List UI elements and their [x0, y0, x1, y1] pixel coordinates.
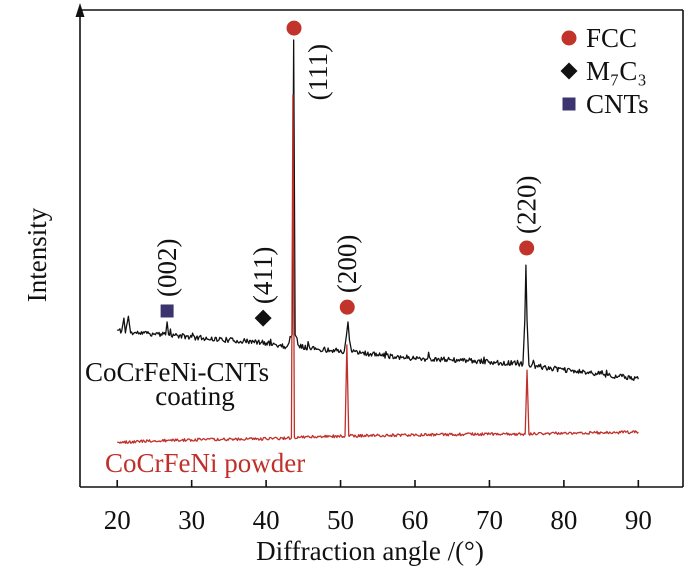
x-tick-label: 50 [327, 505, 354, 535]
x-axis-label: Diffraction angle /(°) [256, 536, 484, 566]
peak-marker-circle [339, 299, 355, 315]
x-tick-label: 70 [476, 505, 503, 535]
coating-series-label: CoCrFeNi-CNTs [85, 357, 269, 387]
x-tick-label: 80 [550, 505, 577, 535]
x-axis-ticks: 20 30 40 50 60 70 80 90 [104, 480, 652, 535]
y-axis-arrow-icon [75, 3, 85, 17]
x-tick-label: 60 [402, 505, 429, 535]
legend-label: FCC [586, 23, 637, 53]
y-axis-label: Intensity [22, 207, 52, 302]
x-tick-label: 90 [625, 505, 652, 535]
legend-marker-circle [561, 30, 577, 46]
peak-index-label: (200) [332, 235, 362, 293]
peak-annotations: (002) (411) (111) (200) (220) [152, 20, 542, 327]
legend-item: CNTs [562, 89, 649, 119]
peak-marker-circle [519, 240, 535, 256]
legend-label: CNTs [586, 89, 649, 119]
plot-frame [75, 3, 684, 488]
legend-item: M₇C₃ [560, 56, 647, 86]
legend-marker-square [562, 97, 576, 111]
peak-index-label: (220) [512, 176, 542, 234]
coating-series-line [117, 39, 639, 381]
x-tick-label: 30 [178, 505, 205, 535]
coating-series-label-line2: coating [155, 381, 234, 411]
legend-label: M₇C₃ [586, 56, 647, 86]
peak-marker-square [160, 304, 174, 318]
powder-series-label: CoCrFeNi powder [105, 448, 305, 478]
legend-marker-diamond [560, 62, 578, 80]
peak-marker-circle [286, 20, 302, 36]
legend-item: FCC [561, 23, 637, 53]
series-lines [117, 39, 639, 444]
x-tick-label: 40 [253, 505, 280, 535]
peak-index-label: (002) [152, 239, 182, 297]
peak-index-label: (411) [248, 247, 278, 304]
powder-series-line [117, 94, 639, 444]
peak-marker-diamond [254, 309, 272, 327]
x-tick-label: 20 [104, 505, 131, 535]
peak-index-label: (111) [303, 44, 333, 100]
